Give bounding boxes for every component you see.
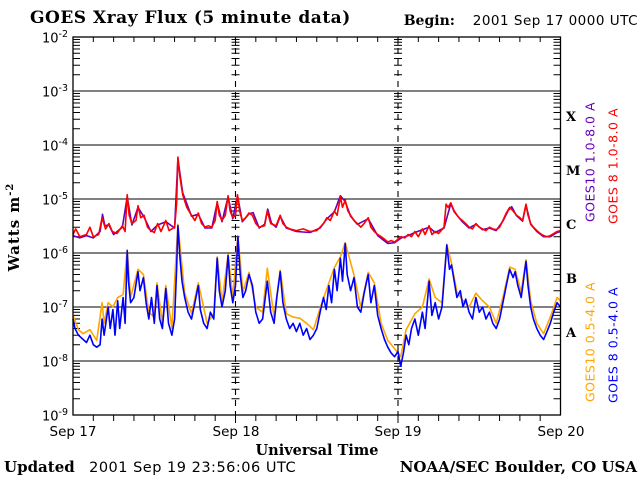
series-line-1 [72, 223, 562, 358]
begin-timestamp: 2001 Sep 17 0000 UTC [472, 13, 638, 29]
y-axis-title: Watts m-2 [5, 182, 23, 272]
plot-border [72, 36, 562, 416]
series-line-2 [72, 156, 561, 243]
legend-goes10-short-channel: GOES10 0.5-4.0 A [582, 281, 598, 403]
page-title: GOES Xray Flux (5 minute data) [30, 8, 351, 28]
updated-value: 2001 Sep 19 23:56:06 UTC [89, 460, 297, 476]
credit-text: NOAA/SEC Boulder, CO USA [399, 458, 637, 476]
series-line-3 [72, 224, 562, 368]
begin-row: Begin: 2001 Sep 17 0000 UTC [0, 13, 638, 29]
updated-timestamp: Updated 2001 Sep 19 23:56:06 UTC [4, 458, 296, 476]
begin-label: Begin: [403, 13, 455, 29]
updated-label: Updated [4, 458, 75, 476]
legend-goes8-long-channel: GOES 8 1.0-8.0 A [605, 107, 621, 225]
legend-goes8-short-channel: GOES 8 0.5-4.0 A [605, 286, 621, 404]
legend-goes10-long-channel: GOES10 1.0-8.0 A [582, 101, 598, 223]
x-axis-title: Universal Time [255, 442, 379, 459]
